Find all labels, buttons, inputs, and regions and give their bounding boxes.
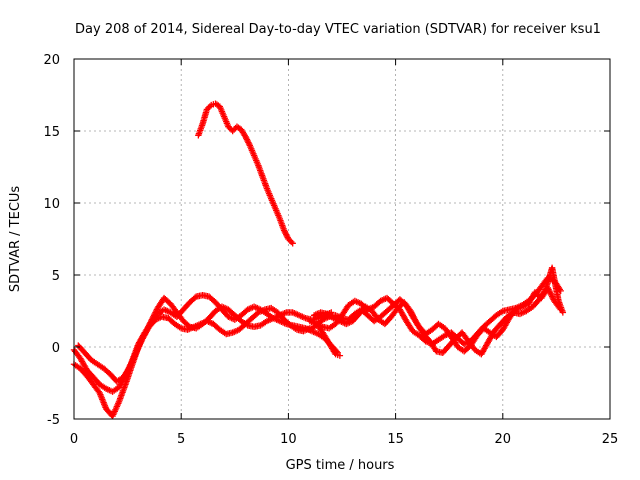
data-point — [288, 238, 295, 246]
y-tick-label: 0 — [52, 341, 60, 356]
y-tick-label: -5 — [47, 413, 60, 428]
data-point — [286, 237, 294, 244]
data-point — [152, 307, 160, 315]
data-point — [230, 126, 238, 133]
data-point — [226, 124, 233, 132]
data-point — [557, 306, 564, 313]
data-point — [243, 136, 251, 143]
data-point — [206, 103, 213, 110]
data-point — [289, 240, 296, 247]
data-point — [546, 287, 553, 295]
x-tick-label: 5 — [177, 432, 185, 447]
plot-frame — [73, 58, 611, 420]
data-point — [203, 106, 211, 113]
x-tick-label: 0 — [70, 432, 78, 447]
x-axis-label: GPS time / hours — [286, 458, 395, 473]
y-tick-label: 10 — [43, 197, 60, 212]
data-point — [229, 127, 236, 135]
data-point — [150, 312, 158, 319]
data-point — [225, 123, 232, 130]
data-point — [243, 135, 250, 142]
series-track-b — [70, 294, 335, 420]
data-point — [244, 137, 251, 145]
data-point — [205, 104, 212, 112]
x-tick-label: 10 — [280, 432, 297, 447]
chart-title: Day 208 of 2014, Sidereal Day-to-day VTE… — [75, 22, 601, 37]
series-upper-arc — [195, 100, 296, 247]
x-tick-label: 25 — [602, 432, 619, 447]
y-axis-label: SDTVAR / TECUs — [8, 186, 23, 293]
data-point — [282, 230, 289, 237]
series-dip-near-noon — [315, 323, 344, 359]
series-track-e — [310, 264, 567, 358]
x-tick-label: 15 — [387, 432, 404, 447]
data-point — [544, 284, 552, 292]
data-point — [556, 304, 563, 312]
data-point — [245, 139, 252, 146]
y-tick-label: 15 — [43, 125, 60, 140]
x-tick-label: 20 — [495, 432, 512, 447]
data-point — [545, 286, 552, 293]
data-point — [547, 290, 554, 297]
data-point — [151, 310, 158, 318]
data-point — [548, 293, 556, 300]
series-track-a — [70, 291, 341, 395]
data-point — [283, 231, 290, 238]
data-point — [549, 294, 557, 302]
data-point — [546, 289, 554, 296]
y-tick-label: 20 — [43, 53, 60, 68]
data-point — [285, 235, 292, 243]
grid — [74, 59, 610, 419]
data-point — [242, 133, 249, 140]
data-point — [548, 291, 555, 299]
data-point — [152, 309, 159, 316]
series-track-f — [306, 284, 564, 355]
data-point — [281, 228, 289, 235]
data-point — [280, 227, 288, 234]
axes: 0 5 10 15 20 25 -5 0 5 10 15 20 — [43, 53, 618, 447]
data-point — [283, 232, 291, 240]
data-point — [336, 352, 344, 359]
data-points — [70, 100, 567, 420]
data-point — [245, 140, 253, 148]
y-tick-label: 5 — [52, 269, 60, 284]
